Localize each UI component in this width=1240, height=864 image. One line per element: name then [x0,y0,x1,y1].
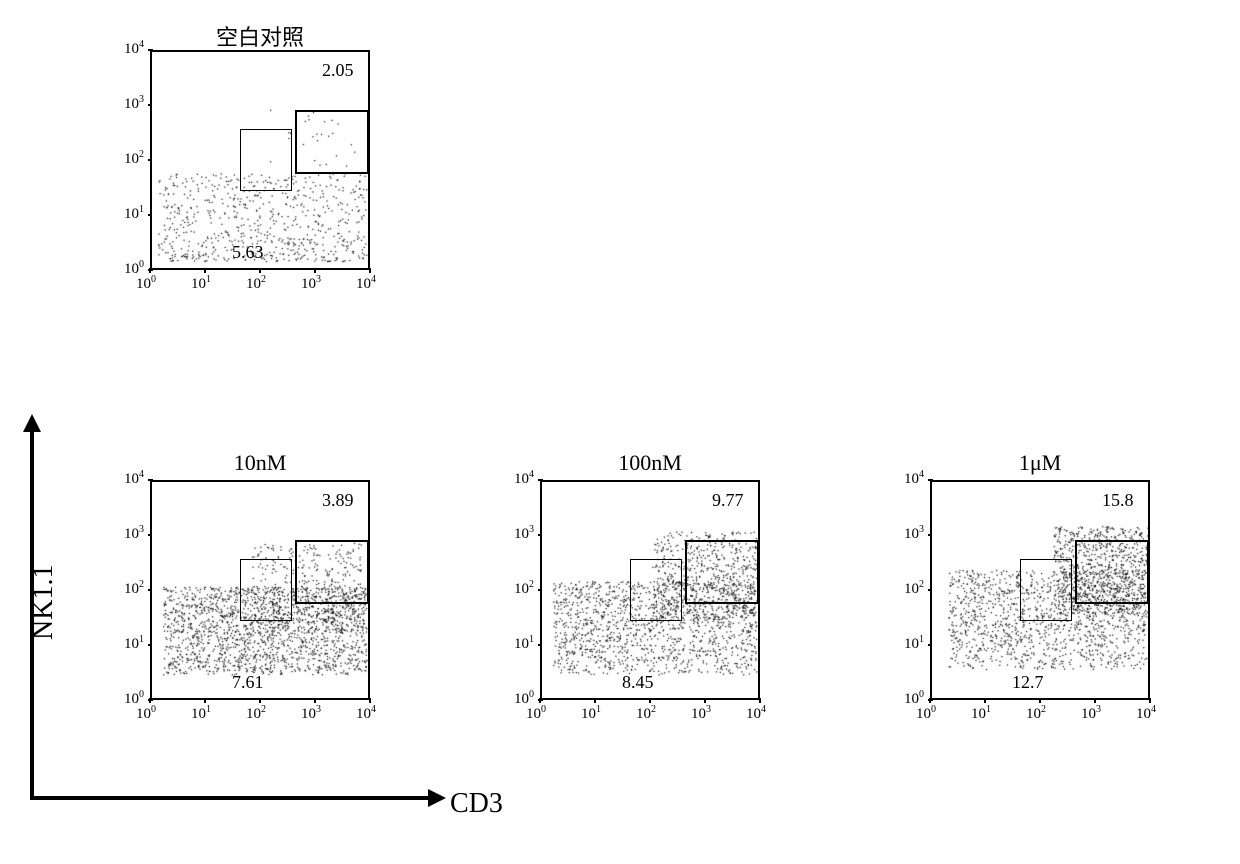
y-tick-label: 101 [124,634,144,653]
y-tick-label: 101 [514,634,534,653]
facs-panel-100nM: 100nM1001011021031048.459.77100101102103… [490,450,770,750]
plot-area: 7.61 3.89 [150,480,370,700]
x-tick-label: 100 [526,704,546,723]
y-tick-label: 101 [124,204,144,223]
y-ticks: 100101102103104 [880,480,928,700]
tick [1039,698,1041,703]
y-tick-label: 102 [124,149,144,168]
tick [369,698,371,703]
x-tick-label: 102 [246,274,266,293]
facs-panel-1uM: 1μM10010110210310412.715.810010110210310… [880,450,1160,750]
y-tick-label: 102 [904,579,924,598]
panel-title: 1μM [930,450,1150,476]
flow-cytometry-figure: NK1.1 CD3 空白对照 100 101 102 103 104 5.63 2.05 100… [20,20,1220,840]
gate-percent-label: 7.61 [232,672,264,693]
gate-percent-label: 5.63 [232,242,264,263]
y-axis-label: NK1.1 [28,565,60,640]
gate [685,540,759,605]
tick [1094,698,1096,703]
x-tick-label: 104 [1136,704,1156,723]
facs-panel-10nM: 10nM1001011021031047.613.891001011021031… [100,450,380,750]
tick [759,698,761,703]
x-tick-label: 103 [691,704,711,723]
x-ticks: 100101102103104 [150,272,370,302]
tick [204,268,206,273]
tick [149,698,151,703]
x-axis-label: CD3 [450,788,503,820]
gate [240,559,292,621]
plot-area: 12.7 15.8 [930,480,1150,700]
tick [984,698,986,703]
x-tick-label: 103 [301,274,321,293]
tick [149,268,151,273]
gate [630,559,682,621]
x-tick-label: 100 [916,704,936,723]
gate-percent-label: 9.77 [712,490,744,511]
tick [369,268,371,273]
tick [204,698,206,703]
tick [929,698,931,703]
facs-panel-control: 空白对照1001011021031045.632.051001011021031… [100,20,380,320]
x-tick-label: 102 [246,704,266,723]
y-tick-label: 103 [514,524,534,543]
y-tick-label: 102 [514,579,534,598]
x-tick-label: 101 [191,274,211,293]
tick [259,268,261,273]
x-axis-arrow [30,796,430,800]
x-tick-label: 101 [971,704,991,723]
y-ticks: 100101102103104 [100,50,148,270]
y-tick-label: 103 [124,524,144,543]
panel-title: 10nM [150,450,370,476]
y-tick-label: 104 [514,469,534,488]
x-tick-label: 103 [1081,704,1101,723]
gate-percent-label: 12.7 [1012,672,1044,693]
tick [1149,698,1151,703]
tick [594,698,596,703]
x-tick-label: 100 [136,704,156,723]
x-tick-label: 100 [136,274,156,293]
x-tick-label: 101 [191,704,211,723]
gate-percent-label: 3.89 [322,490,354,511]
y-tick-label: 104 [124,39,144,58]
x-tick-label: 104 [746,704,766,723]
gate [240,129,292,191]
plot-area: 8.45 9.77 [540,480,760,700]
x-ticks: 100101102103104 [540,702,760,732]
tick [704,698,706,703]
gate [295,110,369,175]
gate [295,540,369,605]
tick [314,698,316,703]
panel-title: 100nM [540,450,760,476]
gate-percent-label: 15.8 [1102,490,1134,511]
gate-percent-label: 8.45 [622,672,654,693]
x-axis-arrowhead [428,789,446,807]
y-tick-label: 104 [124,469,144,488]
x-tick-label: 102 [636,704,656,723]
x-tick-label: 101 [581,704,601,723]
y-ticks: 100101102103104 [100,480,148,700]
gate-percent-label: 2.05 [322,60,354,81]
x-tick-label: 104 [356,704,376,723]
x-tick-label: 104 [356,274,376,293]
x-tick-label: 103 [301,704,321,723]
tick [259,698,261,703]
plot-area: 5.63 2.05 [150,50,370,270]
tick [314,268,316,273]
x-tick-label: 102 [1026,704,1046,723]
x-ticks: 100101102103104 [150,702,370,732]
gate [1075,540,1149,605]
y-tick-label: 101 [904,634,924,653]
y-tick-label: 102 [124,579,144,598]
tick [649,698,651,703]
panel-title: 空白对照 [150,20,370,52]
y-tick-label: 103 [904,524,924,543]
y-axis-arrowhead [23,414,41,432]
y-ticks: 100101102103104 [490,480,538,700]
y-tick-label: 104 [904,469,924,488]
y-tick-label: 103 [124,94,144,113]
x-ticks: 100101102103104 [930,702,1150,732]
gate [1020,559,1072,621]
tick [539,698,541,703]
